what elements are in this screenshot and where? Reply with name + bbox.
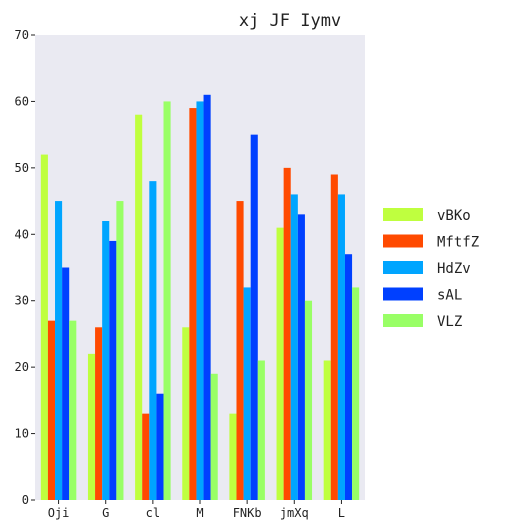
bar-VLZ-G [116,201,124,501]
bar-vBKo-Oji [40,154,48,501]
y-tick-label: 0 [22,493,29,507]
y-tick-label: 60 [15,94,29,108]
legend-label: vBKo [437,208,471,224]
bar-vBKo-FNKb [229,413,237,500]
y-tick-label: 30 [15,294,29,308]
bar-sAL-M [203,94,211,501]
x-tick-label: G [102,506,109,520]
bar-sAL-G [109,240,117,500]
legend-label: sAL [437,288,462,304]
bar-HdZv-jmXq [290,194,298,500]
bar-sAL-jmXq [297,214,305,500]
x-tick-label: Oji [48,506,70,520]
chart-title: xj JF Iymv [239,11,341,31]
bar-vBKo-G [87,353,96,500]
legend-swatch [383,208,423,221]
bar-MftfZ-M [189,108,197,501]
x-tick-label: cl [146,506,160,520]
bar-HdZv-L [337,194,345,500]
bar-MftfZ-G [95,327,103,500]
legend-swatch [383,261,423,274]
bar-VLZ-L [352,287,360,500]
bar-sAL-Oji [62,267,70,500]
legend-label: MftfZ [437,235,479,251]
bar-HdZv-G [102,221,110,500]
y-tick-label: 40 [15,227,29,241]
y-tick-label: 10 [15,427,29,441]
x-tick-label: M [196,506,203,520]
bar-MftfZ-FNKb [236,201,244,501]
bar-HdZv-cl [149,181,157,500]
y-axis: 0 10 20 30 40 50 60 70 [15,28,35,507]
legend-label: HdZv [437,261,471,277]
x-tick-label: jmXq [280,506,309,520]
legend-swatch [383,287,423,301]
bar-MftfZ-Oji [47,320,56,500]
bar-sAL-cl [156,393,164,500]
bar-MftfZ-jmXq [283,167,291,500]
bar-vBKo-cl [135,114,143,500]
y-tick-label: 20 [15,360,29,374]
bar-vBKo-L [323,360,331,500]
bar-vBKo-jmXq [276,227,284,500]
bar-vBKo-M [182,327,190,500]
bar-MftfZ-L [330,174,338,500]
x-tick-label: L [338,506,345,520]
bar-VLZ-jmXq [304,300,313,500]
bar-HdZv-Oji [55,201,63,501]
x-tick-label: FNKb [233,506,262,520]
bars-group [40,94,360,501]
bar-MftfZ-cl [142,413,150,500]
legend-swatch [383,314,423,327]
legend-swatch [383,234,423,248]
legend-label: VLZ [437,314,462,330]
bar-sAL-L [344,254,353,500]
bar-HdZv-M [196,101,204,500]
legend: vBKo MftfZ HdZv sAL VLZ [383,208,479,330]
bar-VLZ-FNKb [257,360,265,500]
bar-sAL-FNKb [250,134,258,500]
bar-VLZ-Oji [69,320,77,500]
bar-HdZv-FNKb [243,287,251,500]
y-tick-label: 50 [15,161,29,175]
bar-VLZ-M [210,373,218,500]
bar-VLZ-cl [163,101,171,500]
y-tick-label: 70 [15,28,29,42]
